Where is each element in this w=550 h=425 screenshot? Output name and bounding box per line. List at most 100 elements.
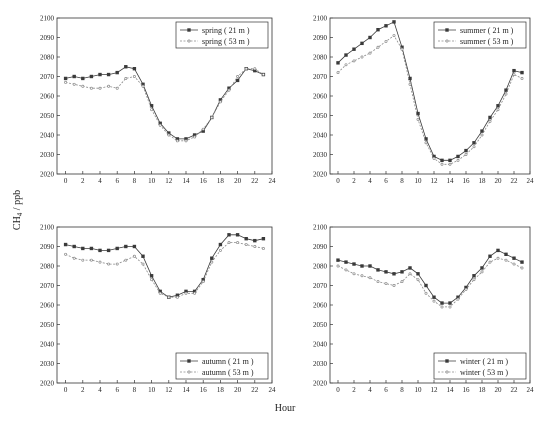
legend-swatch-marker <box>445 359 449 363</box>
x-tick-label: 14 <box>183 386 191 394</box>
x-tick-label: 14 <box>447 386 455 394</box>
x-tick-label: 4 <box>368 386 372 394</box>
data-point <box>344 260 348 264</box>
data-point <box>64 80 68 84</box>
data-point <box>210 260 214 264</box>
x-tick-label: 2 <box>81 177 85 185</box>
x-tick-label: 18 <box>217 177 225 185</box>
x-tick-label: 16 <box>200 386 208 394</box>
data-point <box>227 86 231 90</box>
data-point <box>132 254 136 258</box>
x-tick-label: 20 <box>495 177 503 185</box>
legend-swatch-marker <box>187 370 191 374</box>
y-tick-label: 2020 <box>40 171 55 179</box>
data-point <box>496 104 500 108</box>
x-tick-label: 8 <box>400 386 404 394</box>
y-tick-label: 2100 <box>313 224 328 232</box>
data-point <box>400 45 404 49</box>
data-point <box>352 262 356 266</box>
data-point <box>504 258 508 262</box>
data-point <box>107 262 111 266</box>
data-point <box>432 156 436 160</box>
data-point <box>149 274 154 278</box>
y-tick-label: 2020 <box>313 171 328 179</box>
data-point <box>424 141 428 145</box>
data-point <box>472 274 476 278</box>
data-point <box>512 262 516 266</box>
data-point <box>201 277 205 282</box>
data-point <box>472 141 476 145</box>
legend-swatch-marker <box>445 370 449 374</box>
data-point <box>336 71 340 75</box>
x-tick-label: 4 <box>98 386 102 394</box>
y-tick-label: 2100 <box>40 15 55 23</box>
data-point <box>184 137 188 141</box>
x-tick-label: 8 <box>133 386 137 394</box>
data-point <box>72 256 76 260</box>
data-point <box>184 139 188 143</box>
y-tick-label: 2090 <box>313 34 328 42</box>
y-tick-label: 2090 <box>313 243 328 251</box>
y-tick-label: 2050 <box>313 321 328 329</box>
data-point <box>432 295 436 299</box>
y-tick-label: 2080 <box>313 263 328 271</box>
data-point <box>464 287 468 291</box>
data-point <box>344 53 348 57</box>
data-point <box>496 108 500 112</box>
data-point <box>408 272 412 276</box>
data-point <box>360 41 364 46</box>
data-point <box>253 238 257 243</box>
data-point <box>480 270 484 274</box>
data-point <box>81 76 85 81</box>
data-point <box>89 86 93 90</box>
data-point <box>376 268 380 272</box>
legend-box <box>433 352 527 380</box>
data-point <box>235 233 240 237</box>
x-tick-label: 2 <box>352 386 356 394</box>
x-tick-label: 16 <box>463 177 471 185</box>
y-tick-label: 2050 <box>313 112 328 120</box>
x-tick-label: 6 <box>384 177 388 185</box>
data-point <box>184 291 188 295</box>
data-point <box>106 248 111 253</box>
data-point <box>408 76 412 81</box>
y-tick-label: 2040 <box>40 132 55 140</box>
legend-label: winter ( 21 m ) <box>460 357 508 366</box>
legend-box <box>175 352 269 380</box>
data-point <box>448 158 452 163</box>
data-point <box>336 264 340 268</box>
x-tick-label: 20 <box>495 386 503 394</box>
data-point <box>81 84 85 88</box>
data-point <box>400 270 404 274</box>
data-point <box>392 20 396 24</box>
data-point <box>235 78 240 83</box>
data-point <box>124 244 128 249</box>
data-point <box>400 47 404 51</box>
data-point <box>520 76 524 80</box>
y-axis-title: CH4 / ppb <box>12 190 24 230</box>
data-point <box>408 266 412 270</box>
data-point <box>504 92 508 96</box>
data-point <box>472 145 476 149</box>
data-point <box>244 67 248 71</box>
data-point <box>124 65 128 69</box>
data-point <box>175 139 179 143</box>
x-tick-label: 24 <box>527 386 535 394</box>
x-tick-label: 18 <box>479 386 487 394</box>
data-point <box>150 108 154 112</box>
data-point <box>167 133 171 137</box>
data-point <box>480 266 484 270</box>
data-point <box>480 129 484 133</box>
y-tick-label: 2040 <box>40 341 55 349</box>
legend: winter ( 21 m ) winter ( 53 m ) <box>433 352 527 380</box>
x-tick-label: 0 <box>64 386 68 394</box>
x-tick-label: 18 <box>217 386 225 394</box>
data-point <box>352 47 356 51</box>
x-tick-label: 8 <box>133 177 137 185</box>
data-point <box>376 45 380 49</box>
data-point <box>72 82 76 86</box>
data-point <box>115 86 119 90</box>
legend-label: summer ( 53 m ) <box>460 37 514 46</box>
